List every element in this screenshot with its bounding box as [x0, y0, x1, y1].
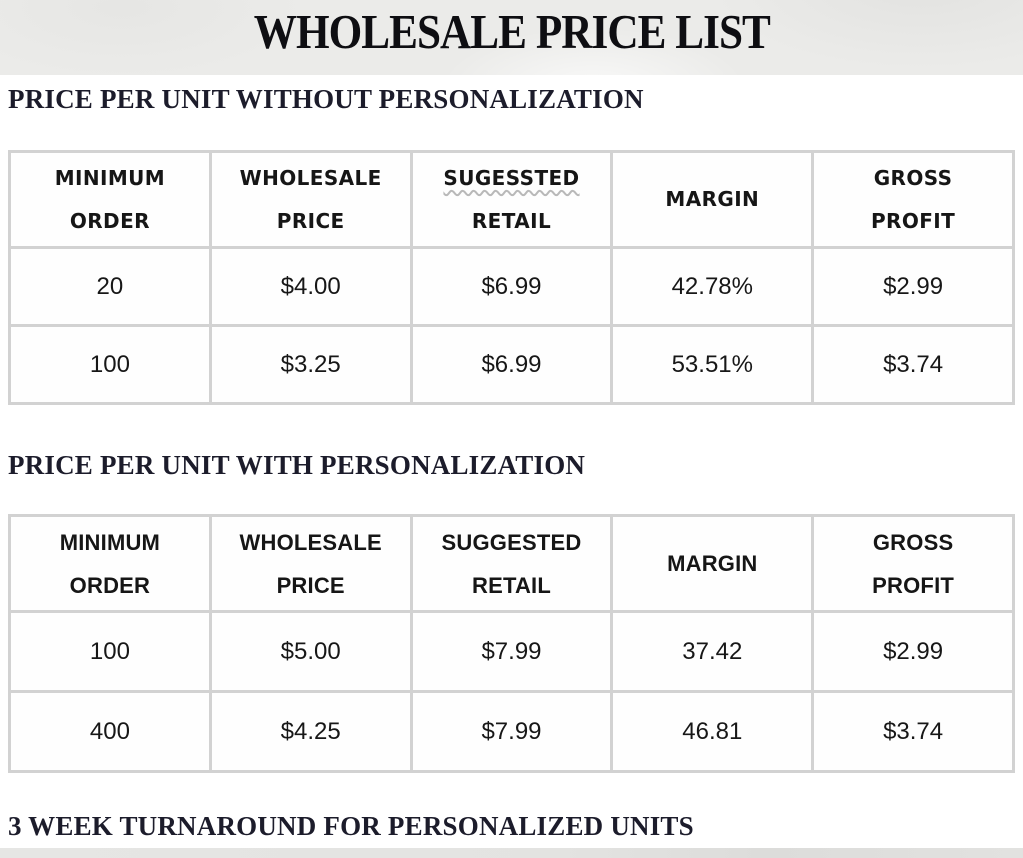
header-minimum-order: MINIMUM ORDER [8, 150, 212, 249]
header-line: RETAIL [471, 572, 551, 598]
header-line: PRICE [276, 208, 345, 233]
header-line: MINIMUM [59, 529, 161, 555]
section-heading-without-personalization: PRICE PER UNIT WITHOUT PERSONALIZATION [8, 84, 644, 114]
cell-minimum-order: 20 [8, 246, 212, 327]
header-margin: MARGIN [610, 514, 815, 613]
cell-minimum-order: 100 [8, 610, 212, 693]
header-minimum-order: MINIMUM ORDER [8, 514, 212, 613]
section-heading-with-personalization: PRICE PER UNIT WITH PERSONALIZATION [8, 450, 586, 480]
header-gross-profit: GROSS PROFIT [811, 150, 1015, 249]
header-line: WHOLESALE [239, 529, 382, 555]
table-header-row: MINIMUM ORDER WHOLESALE PRICE SUGESSTED … [8, 150, 1015, 249]
header-line: WHOLESALE [239, 165, 382, 190]
table-row: 100 $5.00 $7.99 37.42 $2.99 [8, 610, 1015, 693]
header-wholesale-price: WHOLESALE PRICE [208, 514, 413, 613]
table-row: 100 $3.25 $6.99 53.51% $3.74 [8, 324, 1015, 405]
header-wholesale-price: WHOLESALE PRICE [208, 150, 413, 249]
header-margin: MARGIN [610, 150, 815, 249]
cell-minimum-order: 400 [8, 690, 212, 773]
misspelled-word-text: SUGESSTED [443, 165, 580, 190]
turnaround-note: 3 WEEK TURNAROUND FOR PERSONALIZED UNITS [8, 811, 694, 841]
cell-margin: 42.78% [610, 246, 815, 327]
header-line: PROFIT [870, 208, 956, 233]
cell-margin: 53.51% [610, 324, 815, 405]
price-table-without-personalization: MINIMUM ORDER WHOLESALE PRICE SUGESSTED … [8, 150, 1015, 405]
misspelled-word: SUGESSTED [413, 157, 611, 200]
header-line: PROFIT [872, 572, 955, 598]
title-banner: WHOLESALE PRICE LIST [0, 0, 1023, 75]
cell-margin: 46.81 [610, 690, 815, 773]
header-gross-profit: GROSS PROFIT [811, 514, 1015, 613]
header-line: RETAIL [471, 208, 552, 233]
header-line: ORDER [69, 572, 151, 598]
header-line: MARGIN [665, 187, 760, 211]
cell-margin: 37.42 [610, 610, 815, 693]
cell-wholesale-price: $5.00 [208, 610, 413, 693]
table-header-row: MINIMUM ORDER WHOLESALE PRICE SUGGESTED … [8, 514, 1015, 613]
cell-minimum-order: 100 [8, 324, 212, 405]
header-line: PRICE [276, 572, 345, 598]
cell-gross-profit: $3.74 [811, 690, 1015, 773]
bottom-bar [0, 848, 1023, 858]
header-line: ORDER [69, 208, 150, 233]
cell-suggested-retail: $6.99 [409, 246, 614, 327]
header-line: MARGIN [667, 551, 758, 576]
header-suggested-retail: SUGESSTED RETAIL [409, 150, 614, 249]
page-title: WHOLESALE PRICE LIST [253, 4, 770, 59]
table-row: 20 $4.00 $6.99 42.78% $2.99 [8, 246, 1015, 327]
cell-gross-profit: $2.99 [811, 610, 1015, 693]
header-line: SUGGESTED [441, 529, 582, 555]
header-suggested-retail: SUGGESTED RETAIL [409, 514, 614, 613]
header-line: GROSS [873, 165, 953, 190]
table-row: 400 $4.25 $7.99 46.81 $3.74 [8, 690, 1015, 773]
cell-wholesale-price: $4.00 [208, 246, 413, 327]
cell-suggested-retail: $6.99 [409, 324, 614, 405]
cell-gross-profit: $2.99 [811, 246, 1015, 327]
price-table-with-personalization: MINIMUM ORDER WHOLESALE PRICE SUGGESTED … [8, 514, 1015, 773]
cell-gross-profit: $3.74 [811, 324, 1015, 405]
header-line: GROSS [872, 529, 954, 555]
cell-suggested-retail: $7.99 [409, 610, 614, 693]
cell-wholesale-price: $4.25 [208, 690, 413, 773]
header-line: MINIMUM [54, 165, 166, 190]
cell-wholesale-price: $3.25 [208, 324, 413, 405]
cell-suggested-retail: $7.99 [409, 690, 614, 773]
